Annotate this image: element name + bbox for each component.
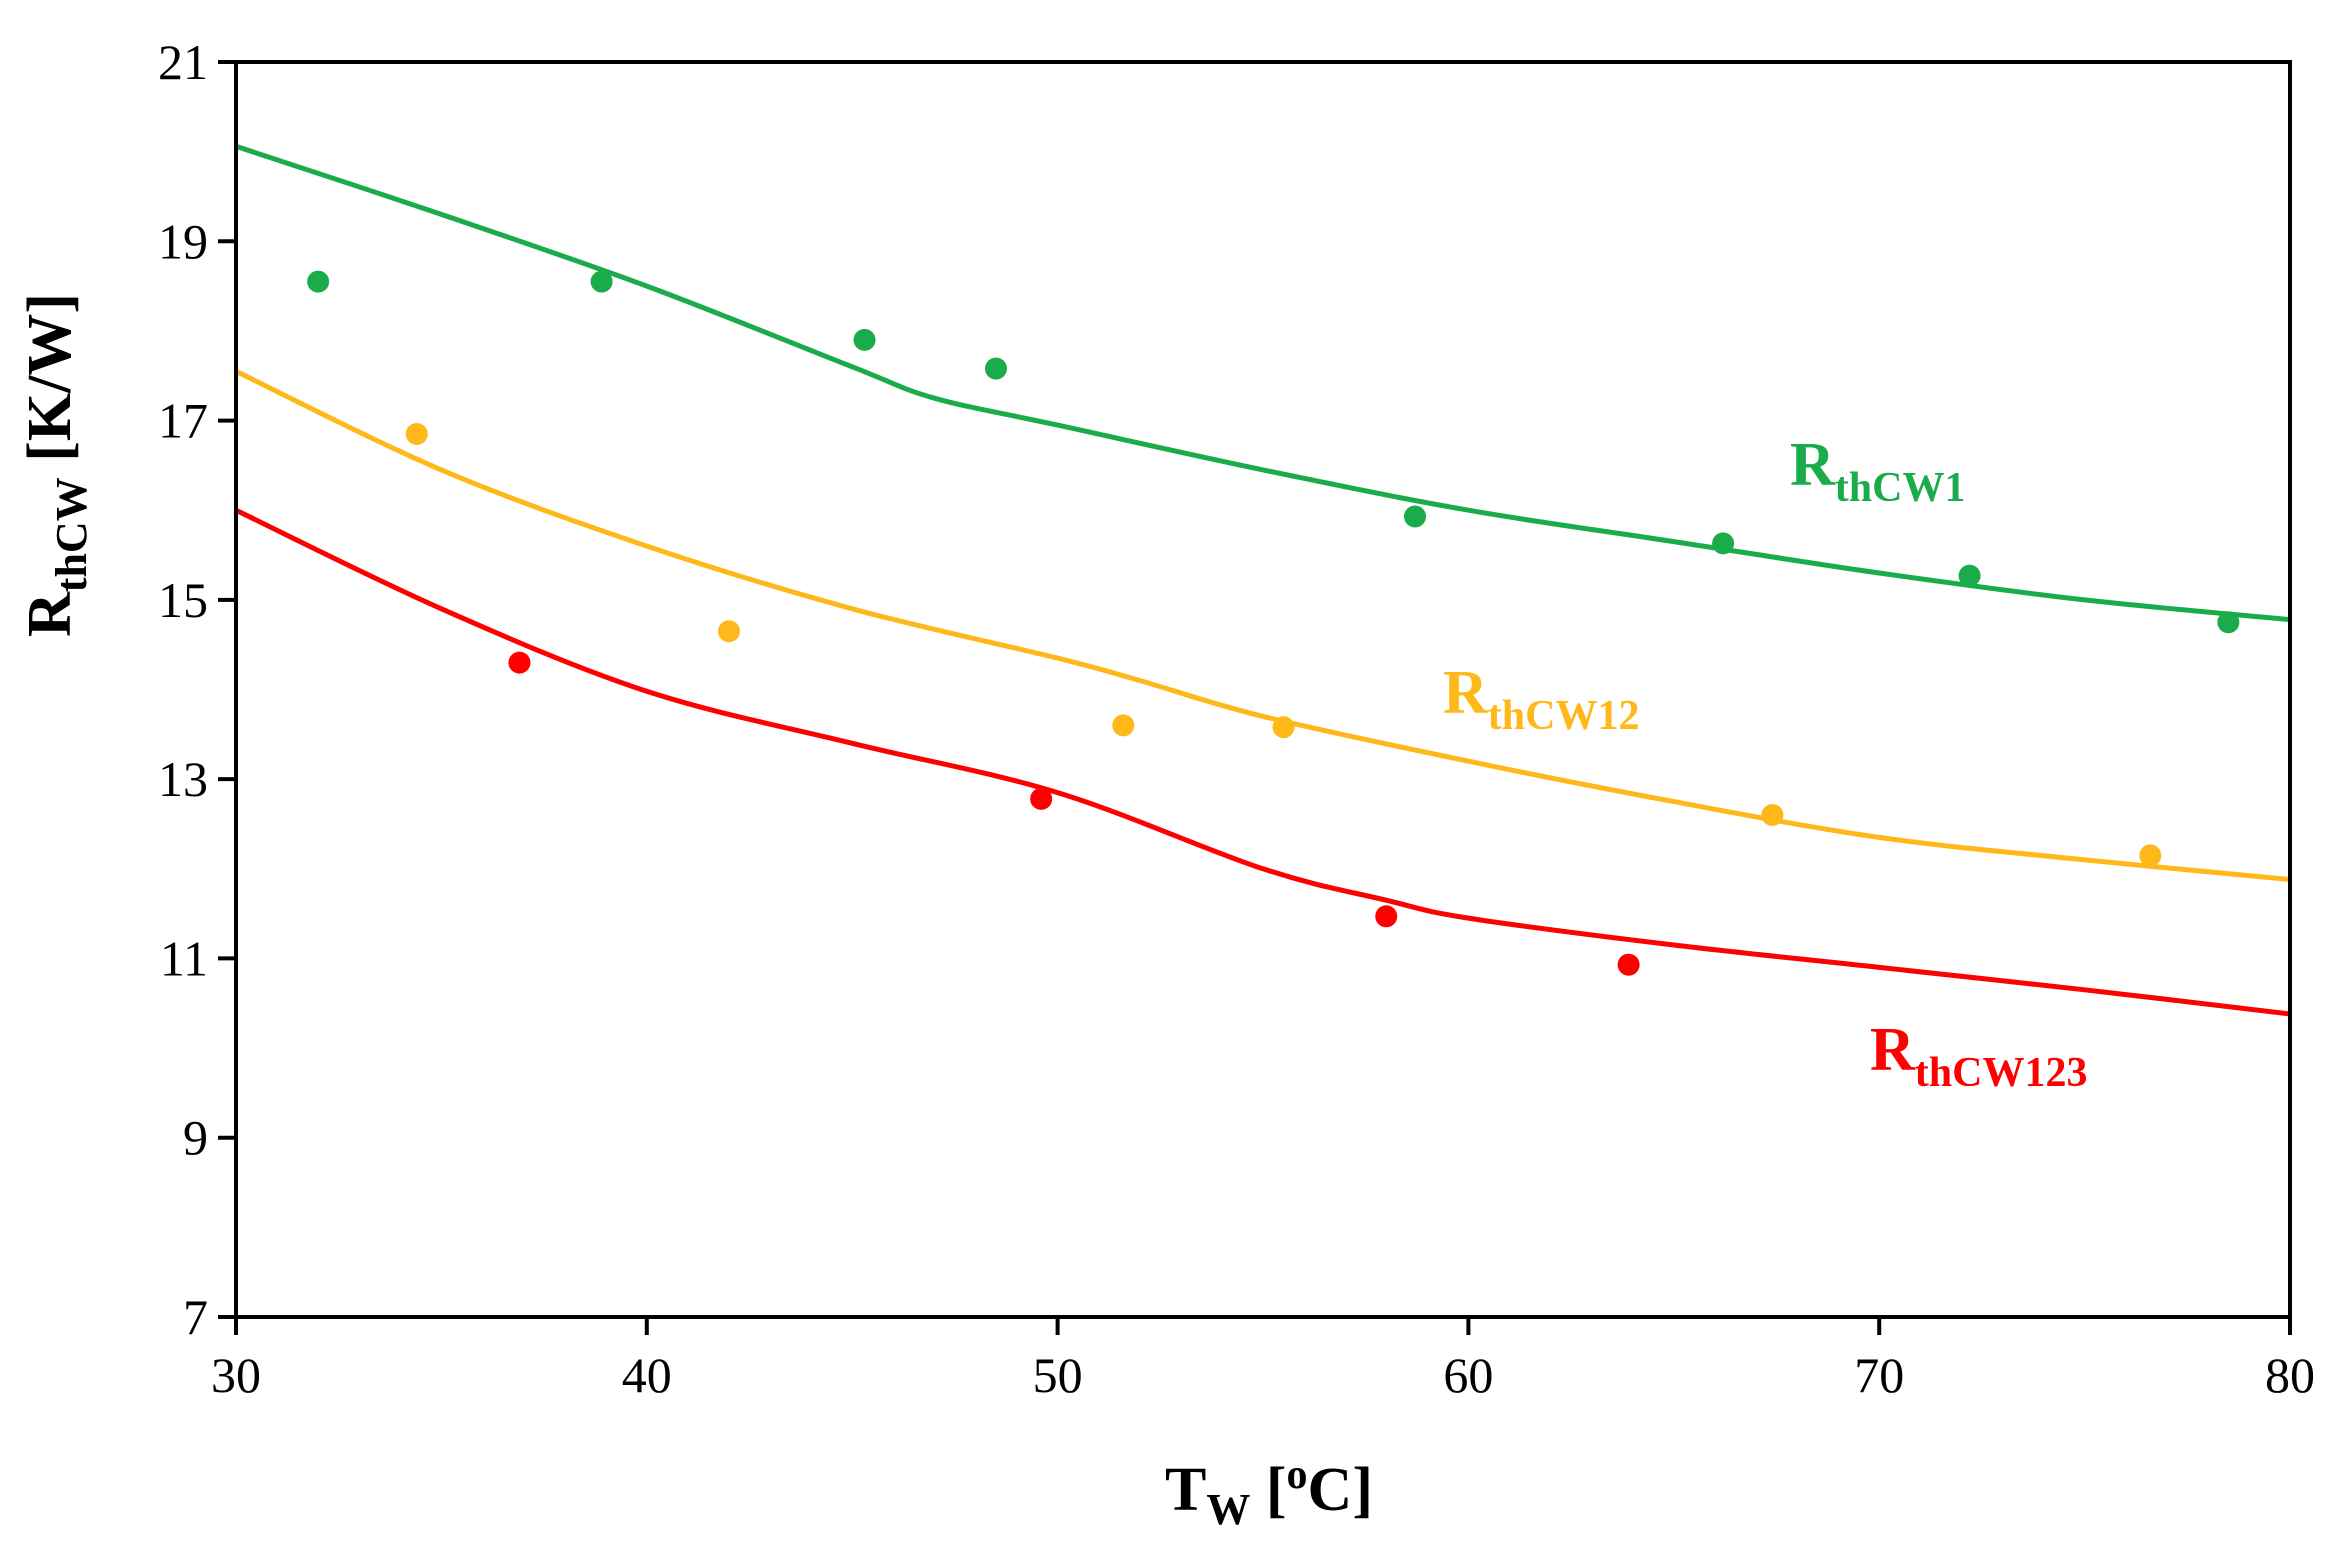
- data-point-rthcw12: [717, 620, 740, 643]
- series-label-rthcw123: RthCW123: [1870, 1016, 2087, 1096]
- data-point-rthcw1: [1403, 505, 1426, 528]
- fit-line-rthcw12: [234, 369, 2291, 882]
- x-tick-label: 60: [1443, 1347, 1493, 1403]
- y-tick-label: 9: [183, 1110, 208, 1166]
- y-tick-label: 7: [183, 1289, 208, 1345]
- x-tick-label: 40: [622, 1347, 672, 1403]
- data-point-rthcw12: [405, 423, 428, 446]
- fit-line-rthcw123: [234, 507, 2291, 1017]
- x-tick-label: 50: [1033, 1347, 1083, 1403]
- series-label-rthcw1: RthCW1: [1790, 431, 1965, 511]
- fit-line-rthcw1: [235, 143, 2291, 623]
- data-point-rthcw1: [1712, 532, 1735, 555]
- y-tick-label: 19: [158, 213, 208, 269]
- data-point-rthcw1: [984, 357, 1007, 380]
- series-layer: [234, 143, 2291, 1017]
- y-axis-title: RthCW [K/W]: [16, 293, 96, 637]
- data-point-rthcw1: [307, 270, 330, 293]
- y-tick-label: 13: [158, 751, 208, 807]
- plot-frame: [234, 60, 2292, 1319]
- data-point-rthcw1: [590, 270, 613, 293]
- data-point-rthcw123: [1030, 787, 1053, 810]
- axes: 7 9 11 13 15 17 19 21 30 40 50 60 70 80: [158, 34, 2315, 1403]
- x-tick-label: 30: [211, 1347, 261, 1403]
- y-tick-label: 15: [158, 572, 208, 628]
- data-point-rthcw1: [2217, 611, 2240, 634]
- data-point-rthcw123: [1617, 953, 1640, 976]
- data-point-rthcw123: [508, 651, 531, 674]
- series-label-rthcw12: RthCW12: [1443, 659, 1639, 739]
- data-point-rthcw123: [1375, 905, 1398, 928]
- data-point-rthcw12: [1112, 714, 1135, 737]
- y-tick-label: 11: [160, 930, 208, 986]
- data-point-rthcw1: [853, 328, 876, 351]
- x-tick-label: 70: [1854, 1347, 1904, 1403]
- x-axis-title: TW [oC]: [1165, 1452, 1373, 1534]
- x-tick-label: 80: [2265, 1347, 2315, 1403]
- data-point-rthcw12: [2139, 844, 2162, 867]
- y-tick-label: 17: [158, 393, 208, 449]
- data-point-rthcw12: [1761, 804, 1784, 826]
- y-tick-label: 21: [158, 34, 208, 90]
- data-point-rthcw12: [1272, 716, 1295, 739]
- data-point-rthcw1: [1958, 564, 1981, 587]
